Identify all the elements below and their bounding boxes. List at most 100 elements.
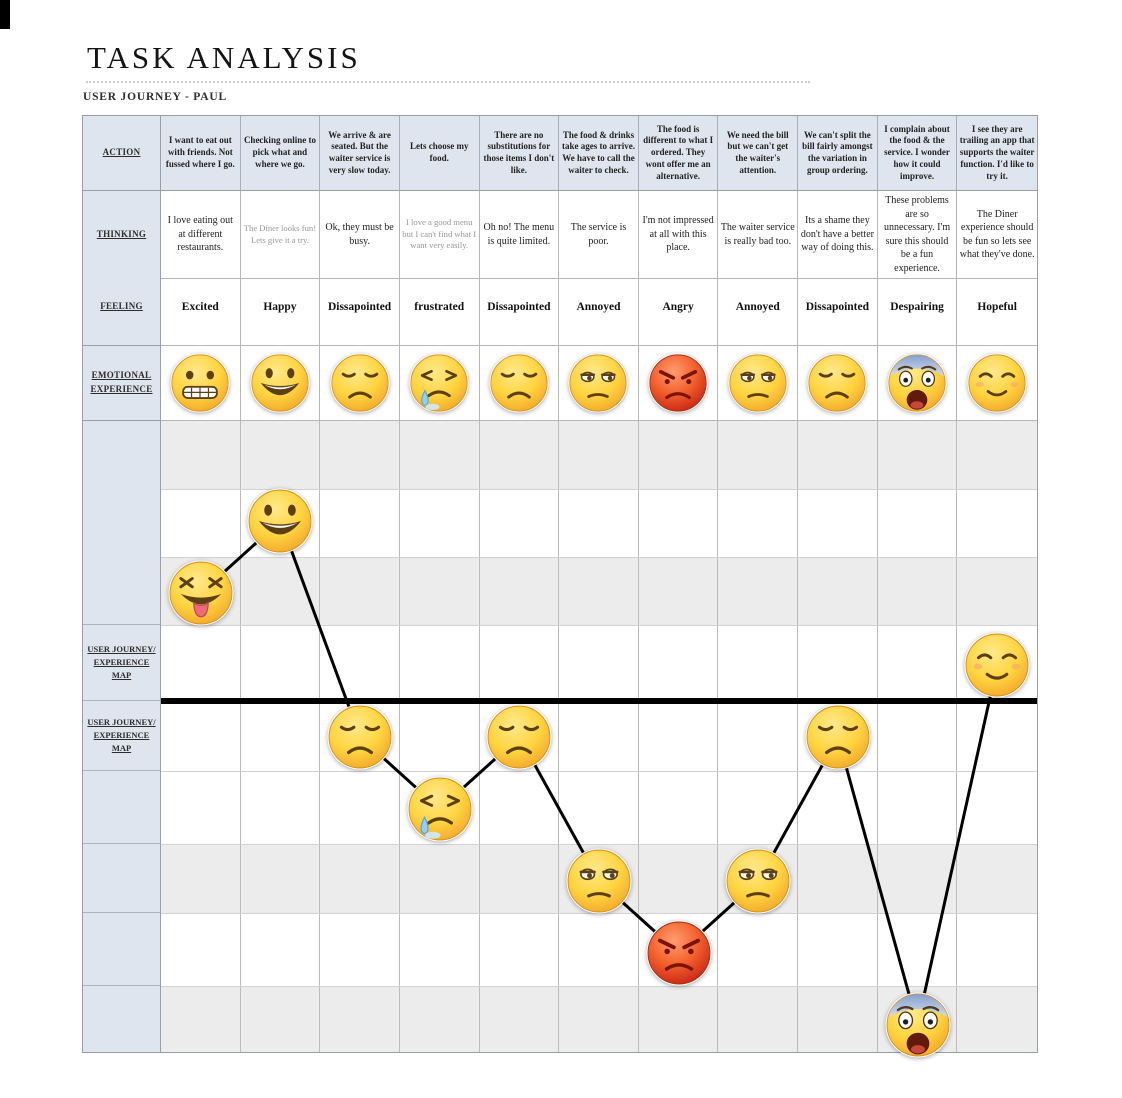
disappointed-emoji-icon [805,704,871,770]
thinking-cell: I love a good menu but I can't find what… [399,191,480,279]
action-cells: I want to eat out with friends. Not fuss… [161,116,1037,191]
emotional-experience-row-label: EMOTIONAL EXPERIENCE [83,346,161,421]
action-cell: We need the bill but we can't get the wa… [718,116,799,191]
feeling-cell: Dissapointed [798,269,878,346]
emotional-experience-cell [320,346,400,421]
map-row-gridline [161,489,1037,490]
emotional-experience-cell [877,346,958,421]
feeling-cells: Excited Happy Dissapointed frustrated Dissap… [161,269,1037,346]
action-cell: Checking online to pick what and where w… [240,116,321,191]
journey-point [407,776,473,842]
journey-point [885,992,951,1058]
thinking-cell: Ok, they must be busy. [320,191,400,279]
experience-map-row: USER JOURNEY/ EXPERIENCE MAP USER JOURNE… [83,421,1037,1058]
relieved-emoji-icon [964,632,1030,698]
squinting-tongue-emoji-icon [168,560,234,626]
journey-baseline [161,698,1037,704]
emotional-experience-cells [161,346,1037,421]
map-row-band [161,421,1037,489]
unamused-emoji-icon [568,353,629,413]
emotional-experience-cell [957,346,1037,421]
thinking-cell: Its a shame they don't have a better way… [798,191,878,279]
frustrated-emoji-icon [409,353,469,413]
map-row-gridline [161,986,1037,987]
emotional-experience-cell [479,346,560,421]
journey-point [486,704,552,770]
feeling-cell: Annoyed [559,269,639,346]
angry-emoji-icon [648,353,708,413]
thinking-cell: The Diner experience should be fun so le… [957,191,1037,279]
thinking-cell: I'm not impressed at all with this place… [638,191,719,279]
feeling-cell: Excited [161,269,241,346]
action-cell: We can't split the bill fairly amongst t… [798,116,878,191]
disappointed-emoji-icon [489,353,549,413]
map-row-gridline [161,557,1037,558]
action-row-label: ACTION [83,116,161,191]
action-cell: I want to eat out with friends. Not fuss… [161,116,241,191]
map-row-gridline [161,913,1037,914]
emotional-experience-row: EMOTIONAL EXPERIENCE [83,346,1037,421]
journey-point [964,632,1030,698]
experience-map-canvas [161,421,1037,1058]
feeling-cell: Annoyed [718,269,799,346]
screaming-emoji-icon [885,992,951,1058]
map-row-gridline [161,771,1037,772]
feeling-cell: Hopeful [957,269,1037,346]
journey-point [168,560,234,626]
thinking-cell: Oh no! The menu is quite limited. [479,191,560,279]
emotional-experience-cell [798,346,878,421]
disappointed-emoji-icon [807,353,867,413]
feeling-cell: frustrated [399,269,480,346]
action-cell: I see they are trailing an app that supp… [957,116,1037,191]
page-title: TASK ANALYSIS [87,40,361,75]
emotional-experience-cell [638,346,719,421]
journey-point [725,848,791,914]
emotional-experience-cell [161,346,241,421]
map-label-spacer [83,771,160,844]
map-row-gridline [161,844,1037,845]
experience-map-upper-label: USER JOURNEY/ EXPERIENCE MAP [83,625,160,701]
emotional-experience-cell [559,346,639,421]
relieved-emoji-icon [967,353,1027,413]
disappointed-emoji-icon [327,704,393,770]
grimacing-emoji-icon [170,353,230,413]
action-cell: Lets choose my food. [399,116,480,191]
grinning-emoji-icon [250,353,310,413]
feeling-cell: Angry [638,269,719,346]
screaming-emoji-icon [887,353,947,413]
experience-map-lower-label: USER JOURNEY/ EXPERIENCE MAP [83,701,160,771]
journey-point [566,848,632,914]
disappointed-emoji-icon [486,704,552,770]
map-row-gridline [161,625,1037,626]
journey-point [805,704,871,770]
title-divider [86,81,810,83]
map-label-spacer [83,986,160,1050]
thinking-cell: The waiter service is really bad too. [718,191,799,279]
user-journey-table: ACTION I want to eat out with friends. N… [82,115,1038,1058]
action-cell: The food is different to what I ordered.… [638,116,719,191]
action-cell: There are no substitutions for those ite… [479,116,560,191]
journey-subtitle: USER JOURNEY - PAUL [83,91,227,103]
angry-emoji-icon [646,920,712,986]
grinning-emoji-icon [247,488,313,554]
page-corner-mark [0,0,10,29]
action-row: ACTION I want to eat out with friends. N… [83,116,1037,191]
journey-point [247,488,313,554]
emotional-experience-cell [399,346,480,421]
thinking-cell: I love eating out at different restauran… [161,191,241,279]
journey-point [646,920,712,986]
action-cell: The food & drinks take ages to arrive. W… [559,116,639,191]
feeling-cell: Dissapointed [479,269,560,346]
feeling-cell: Despairing [877,269,958,346]
thinking-row: THINKING I love eating out at different … [83,191,1037,279]
thinking-cells: I love eating out at different restauran… [161,191,1037,279]
thinking-cell: The Diner looks fun! Lets give it a try. [240,191,321,279]
frustrated-emoji-icon [407,776,473,842]
emotional-experience-cell [240,346,321,421]
unamused-emoji-icon [566,848,632,914]
action-cell: I complain about the food & the service.… [877,116,958,191]
unamused-emoji-icon [725,848,791,914]
action-cell: We arrive & are seated. But the waiter s… [320,116,400,191]
journey-point [327,704,393,770]
experience-map-label-column: USER JOURNEY/ EXPERIENCE MAP USER JOURNE… [83,421,161,1052]
